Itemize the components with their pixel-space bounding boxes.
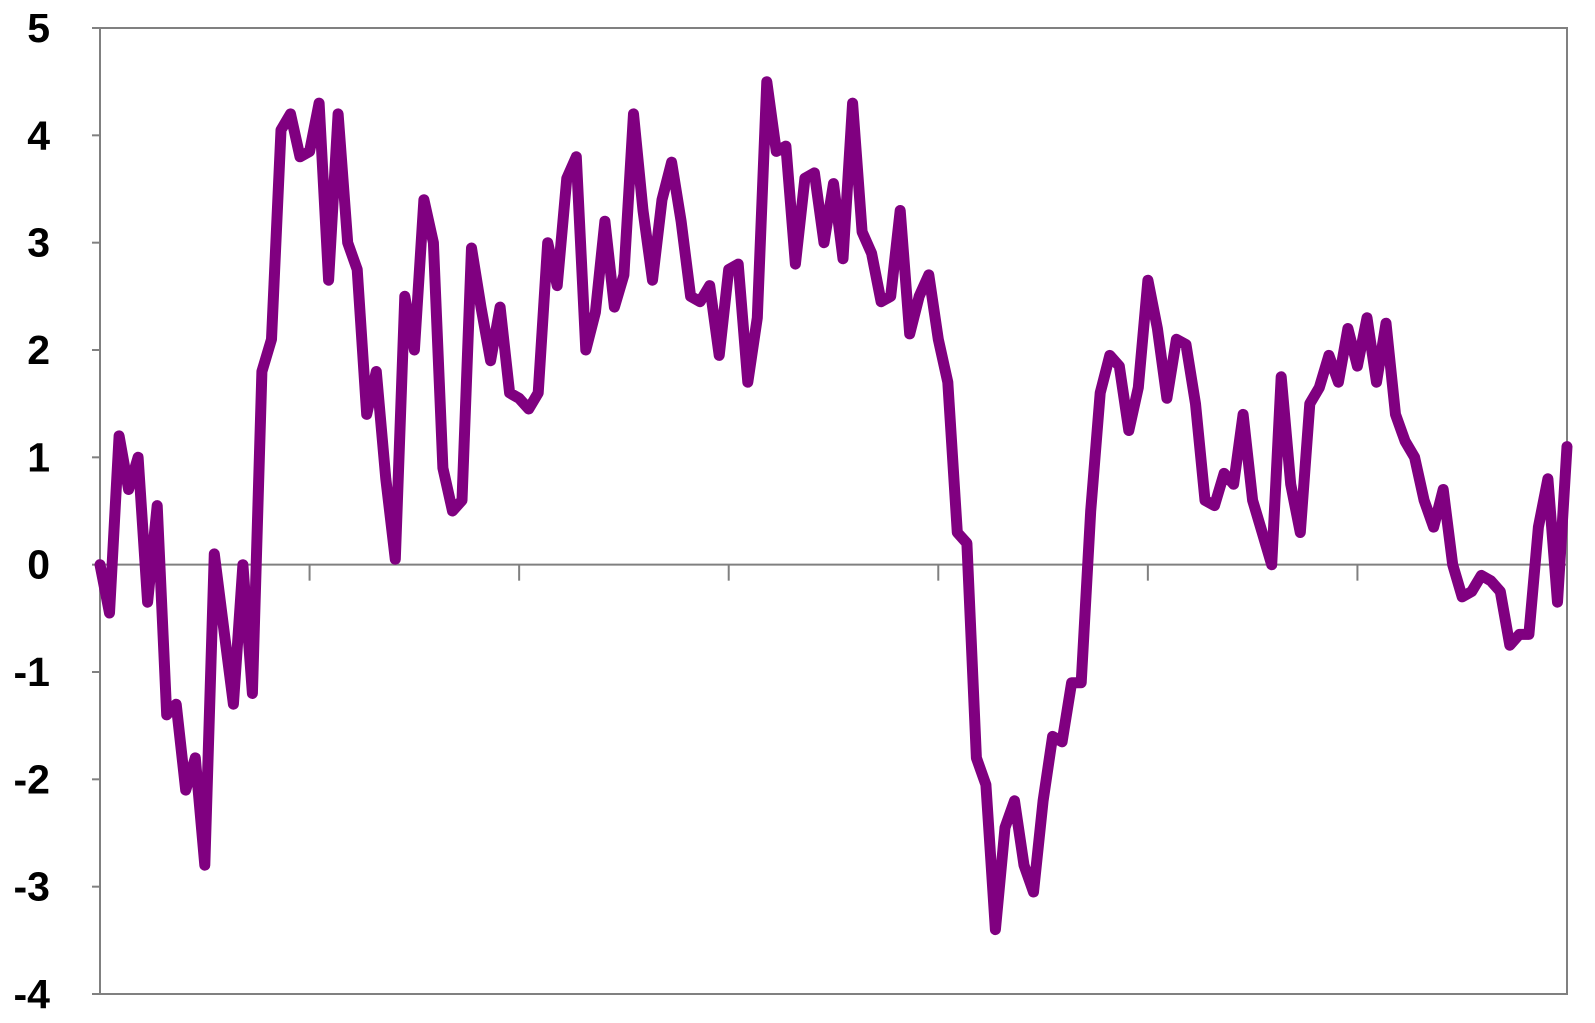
y-axis-tick-labels: 5 4 3 2 1 0 -1 -2 -3 -4 — [14, 5, 51, 1017]
y-tick-label: 1 — [27, 434, 50, 480]
y-tick-label: 0 — [27, 542, 50, 588]
y-tick-label: -1 — [14, 649, 50, 695]
x-axis-ticks — [308, 564, 1359, 581]
y-tick-label: 3 — [27, 220, 50, 266]
y-tick-label: -2 — [14, 756, 50, 802]
y-tick-label: -4 — [14, 971, 51, 1017]
y-tick-label: 2 — [27, 327, 50, 373]
series-line — [94, 76, 1573, 936]
y-tick-label: 5 — [27, 5, 50, 51]
y-tick-label: -3 — [14, 864, 50, 910]
y-axis-ticks — [92, 27, 100, 995]
y-tick-label: 4 — [27, 112, 50, 158]
